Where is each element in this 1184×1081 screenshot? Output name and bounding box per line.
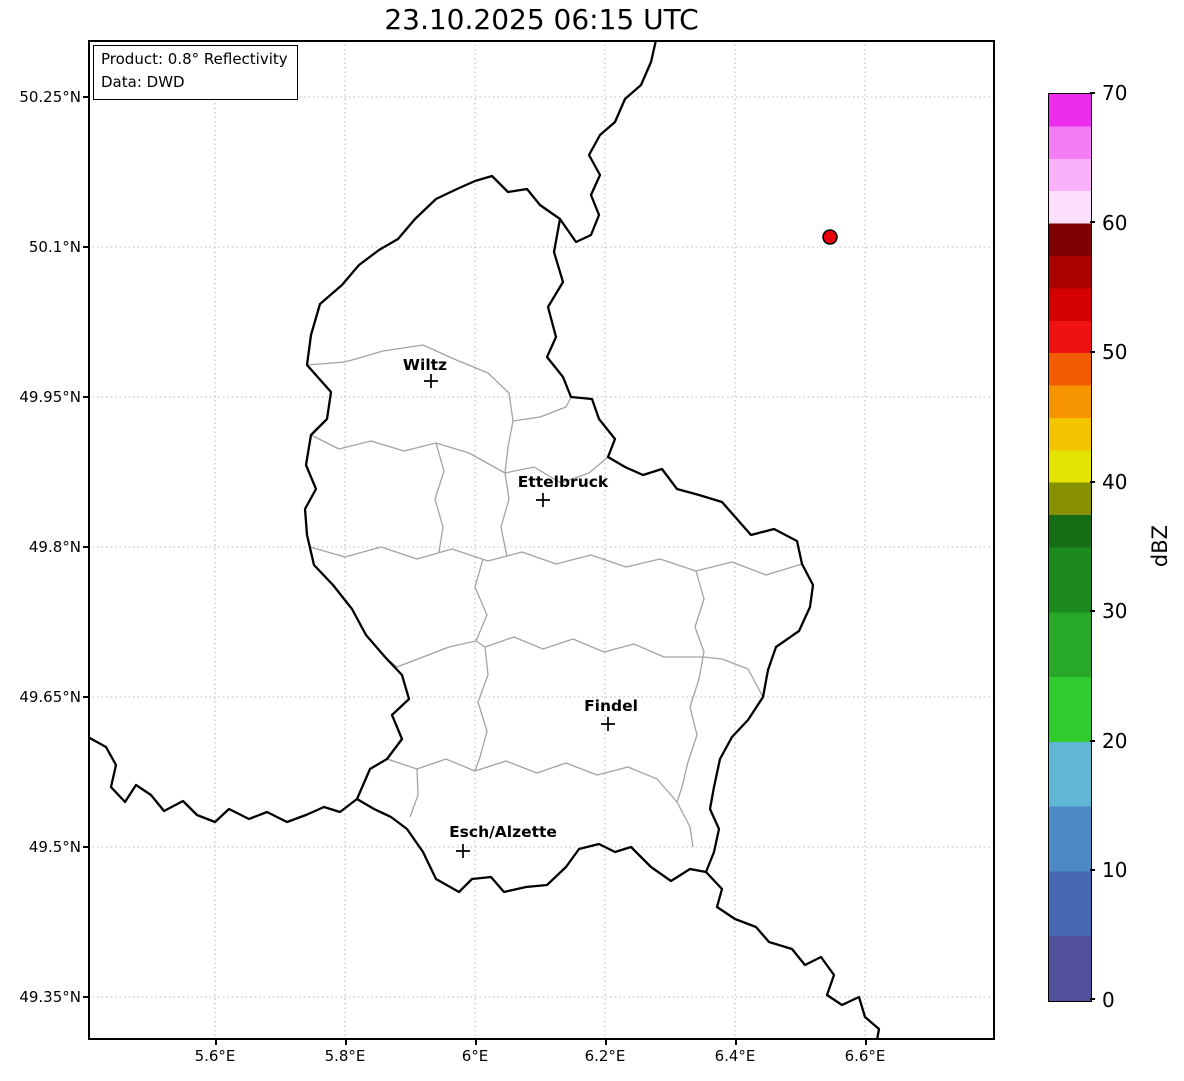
colorbar-tick-label: 50 bbox=[1102, 340, 1128, 364]
y-tick bbox=[83, 396, 88, 398]
x-tick bbox=[605, 1040, 607, 1045]
city-marker-wiltz bbox=[424, 374, 438, 388]
colorbar-gradient bbox=[1049, 94, 1091, 1001]
x-tick-label: 5.6°E bbox=[194, 1047, 236, 1065]
info-box-product: Product: 0.8° Reflectivity bbox=[101, 50, 288, 68]
city-label-wiltz: Wiltz bbox=[403, 356, 447, 374]
city-marker-esch bbox=[456, 844, 470, 858]
y-tick-label: 49.8°N bbox=[28, 538, 81, 556]
y-tick-label: 49.95°N bbox=[19, 388, 81, 406]
y-tick bbox=[83, 846, 88, 848]
city-label-ettelbruck: Ettelbruck bbox=[518, 473, 609, 491]
country-border-southwest bbox=[88, 735, 358, 824]
colorbar-tick-label: 0 bbox=[1102, 988, 1115, 1012]
city-marker-ettelbruck bbox=[536, 493, 550, 507]
y-tick-label: 49.35°N bbox=[19, 988, 81, 1006]
colorbar-tick bbox=[1090, 740, 1095, 742]
city-label-findel: Findel bbox=[584, 697, 638, 715]
country-border-southeast bbox=[705, 871, 881, 1040]
country-border-north bbox=[559, 40, 658, 244]
x-tick bbox=[215, 1040, 217, 1045]
x-tick-label: 6.4°E bbox=[714, 1047, 756, 1065]
colorbar-tick bbox=[1090, 351, 1095, 353]
y-tick bbox=[83, 546, 88, 548]
colorbar-tick-label: 60 bbox=[1102, 211, 1128, 235]
colorbar-tick bbox=[1090, 481, 1095, 483]
colorbar bbox=[1048, 93, 1092, 1002]
x-tick bbox=[735, 1040, 737, 1045]
y-tick-label: 49.5°N bbox=[28, 838, 81, 856]
x-tick bbox=[865, 1040, 867, 1045]
y-tick-label: 50.25°N bbox=[19, 88, 81, 106]
city-marker-findel bbox=[601, 717, 615, 731]
colorbar-tick bbox=[1090, 998, 1095, 1000]
colorbar-tick-label: 10 bbox=[1102, 858, 1128, 882]
info-box-source: Data: DWD bbox=[101, 73, 185, 92]
colorbar-tick-label: 20 bbox=[1102, 729, 1128, 753]
map-plot: Wiltz Ettelbruck Findel Esch/Alzette Pro… bbox=[88, 40, 995, 1040]
colorbar-tick bbox=[1090, 610, 1095, 612]
colorbar-tick-label: 40 bbox=[1102, 470, 1128, 494]
x-tick bbox=[475, 1040, 477, 1045]
y-tick bbox=[83, 96, 88, 98]
country-border-luxembourg bbox=[303, 174, 815, 894]
x-tick-label: 5.8°E bbox=[324, 1047, 366, 1065]
y-tick bbox=[83, 246, 88, 248]
radar-site-dot bbox=[822, 229, 838, 245]
colorbar-tick bbox=[1090, 869, 1095, 871]
x-tick-label: 6.6°E bbox=[844, 1047, 886, 1065]
colorbar-tick bbox=[1090, 221, 1095, 223]
y-tick bbox=[83, 696, 88, 698]
colorbar-unit-label: dBZ bbox=[1148, 524, 1172, 568]
y-tick-label: 50.1°N bbox=[28, 238, 81, 256]
figure-title: 23.10.2025 06:15 UTC bbox=[384, 3, 699, 36]
info-box: Product: 0.8° Reflectivity Data: DWD bbox=[93, 45, 298, 100]
district-borders bbox=[306, 344, 803, 848]
x-tick bbox=[345, 1040, 347, 1045]
city-label-esch: Esch/Alzette bbox=[449, 823, 557, 841]
x-tick-label: 6°E bbox=[461, 1047, 489, 1065]
y-tick bbox=[83, 996, 88, 998]
graticule-gridlines bbox=[88, 40, 995, 1040]
x-tick-label: 6.2°E bbox=[584, 1047, 626, 1065]
y-tick-label: 49.65°N bbox=[19, 688, 81, 706]
colorbar-tick bbox=[1090, 92, 1095, 94]
colorbar-tick-label: 70 bbox=[1102, 81, 1128, 105]
colorbar-tick-label: 30 bbox=[1102, 599, 1128, 623]
map-svg: Wiltz Ettelbruck Findel Esch/Alzette bbox=[88, 40, 995, 1040]
